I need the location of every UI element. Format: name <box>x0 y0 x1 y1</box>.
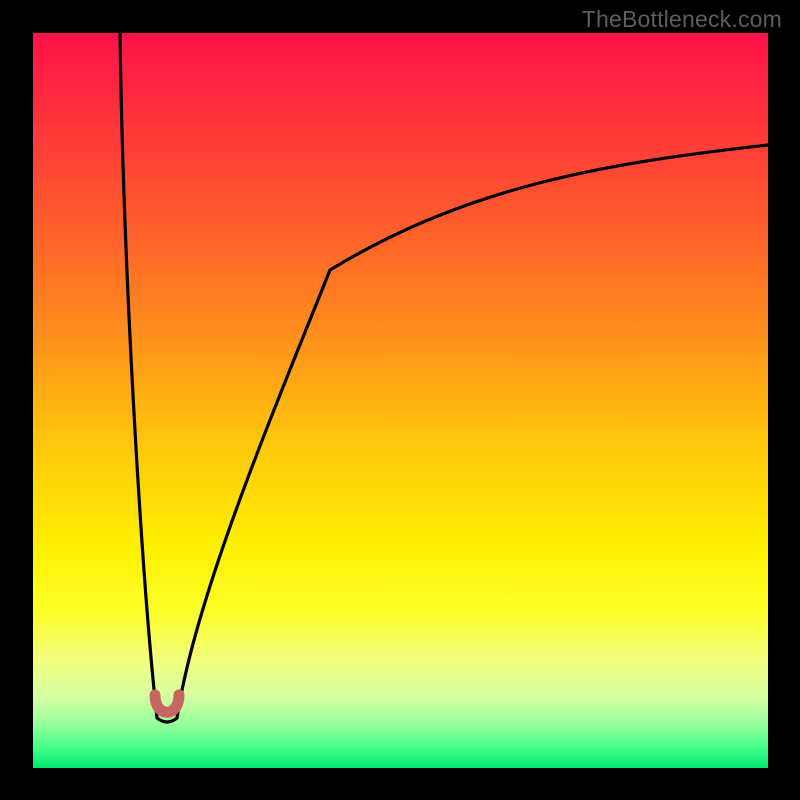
curve-main <box>120 33 768 722</box>
chart-container: TheBottleneck.com <box>0 0 800 800</box>
curve-tip-marker <box>155 695 179 712</box>
plot-area <box>33 33 768 768</box>
watermark-text: TheBottleneck.com <box>582 6 782 33</box>
bottleneck-curve <box>33 33 768 768</box>
